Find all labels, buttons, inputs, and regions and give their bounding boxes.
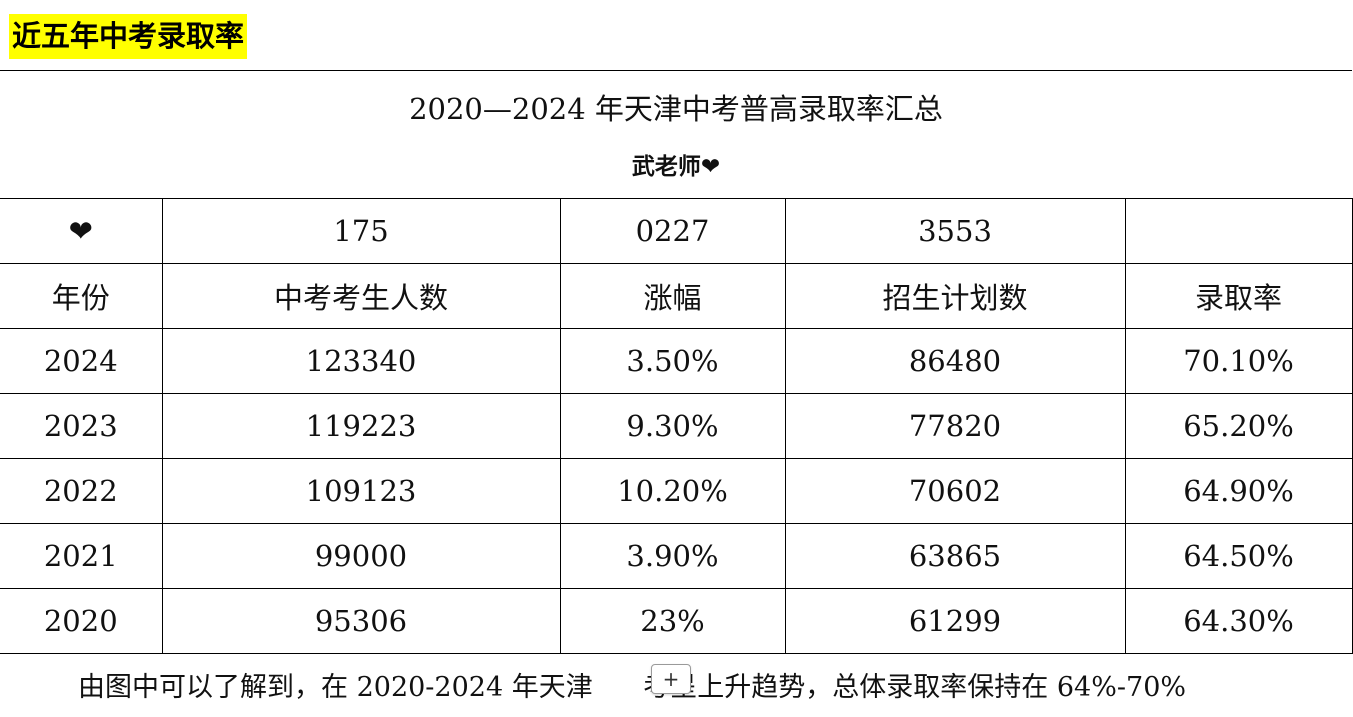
candidates-cell: 95306 [161, 588, 561, 654]
enrollment-plan-cell: 70602 [784, 458, 1126, 524]
admission-rate-cell: 64.50% [1124, 523, 1353, 589]
table-title-cell: 2020—2024 年天津中考普高录取率汇总 武老师❤ [0, 70, 1352, 199]
enrollment-plan-cell: 63865 [784, 523, 1126, 589]
enrollment-plan-cell: 86480 [784, 328, 1126, 394]
extra-cell [1124, 198, 1353, 264]
table-header-row: 年份 中考考生人数 涨幅 招生计划数 录取率 [0, 263, 1353, 329]
enrollment-plan-cell: 61299 [784, 588, 1126, 654]
column-header-admission-rate: 录取率 [1124, 263, 1353, 329]
admission-rate-cell: 64.90% [1124, 458, 1353, 524]
admission-rate-cell: 64.30% [1124, 588, 1353, 654]
summary-text-start: 由图中可以了解到，在 2020-2024 年天津 [78, 672, 593, 703]
admission-rate-cell: 70.10% [1124, 328, 1353, 394]
admission-rate-table: 2020—2024 年天津中考普高录取率汇总 武老师❤ ❤ 175 0227 3… [0, 70, 1353, 654]
table-author: 武老师❤ [631, 153, 721, 180]
column-header-year: 年份 [0, 263, 163, 329]
admission-rate-cell: 65.20% [1124, 393, 1353, 459]
page-heading: 近五年中考录取率 [9, 14, 248, 59]
expand-button[interactable]: + [651, 664, 691, 694]
candidates-cell: 99000 [161, 523, 561, 589]
candidates-cell: 119223 [161, 393, 561, 459]
column-header-growth: 涨幅 [559, 263, 786, 329]
enrollment-plan-cell: 77820 [784, 393, 1126, 459]
candidates-cell: 123340 [161, 328, 561, 394]
year-cell: 2021 [0, 523, 163, 589]
summary-text-end: 考呈上升趋势，总体录取率保持在 64%-70% [634, 672, 1187, 703]
table-row: 2020 95306 23% 61299 64.30% [0, 588, 1353, 654]
table-row: 2024 123340 3.50% 86480 70.10% [0, 328, 1353, 394]
column-header-candidates: 中考考生人数 [161, 263, 561, 329]
candidates-cell: 109123 [161, 458, 561, 524]
year-cell: 2023 [0, 393, 163, 459]
table-row: 2022 109123 10.20% 70602 64.90% [0, 458, 1353, 524]
growth-cell: 9.30% [559, 393, 786, 459]
table-title-row: 2020—2024 年天津中考普高录取率汇总 武老师❤ [0, 70, 1352, 199]
extra-row: ❤ 175 0227 3553 [0, 198, 1353, 264]
table-row: 2021 99000 3.90% 63865 64.50% [0, 523, 1353, 589]
extra-cell: 3553 [784, 198, 1126, 264]
growth-cell: 3.90% [559, 523, 786, 589]
growth-cell: 23% [559, 588, 786, 654]
year-cell: 2020 [0, 588, 163, 654]
extra-cell: 175 [161, 198, 561, 264]
extra-cell-heart: ❤ [0, 198, 163, 264]
year-cell: 2022 [0, 458, 163, 524]
growth-cell: 10.20% [559, 458, 786, 524]
growth-cell: 3.50% [559, 328, 786, 394]
year-cell: 2024 [0, 328, 163, 394]
column-header-enrollment-plan: 招生计划数 [784, 263, 1126, 329]
table-title: 2020—2024 年天津中考普高录取率汇总 [409, 91, 943, 126]
summary-paragraph: 由图中可以了解到，在 2020-2024 年天津 考呈上升趋势，总体录取率保持在… [78, 668, 1186, 708]
table-row: 2023 119223 9.30% 77820 65.20% [0, 393, 1353, 459]
extra-cell: 0227 [559, 198, 786, 264]
